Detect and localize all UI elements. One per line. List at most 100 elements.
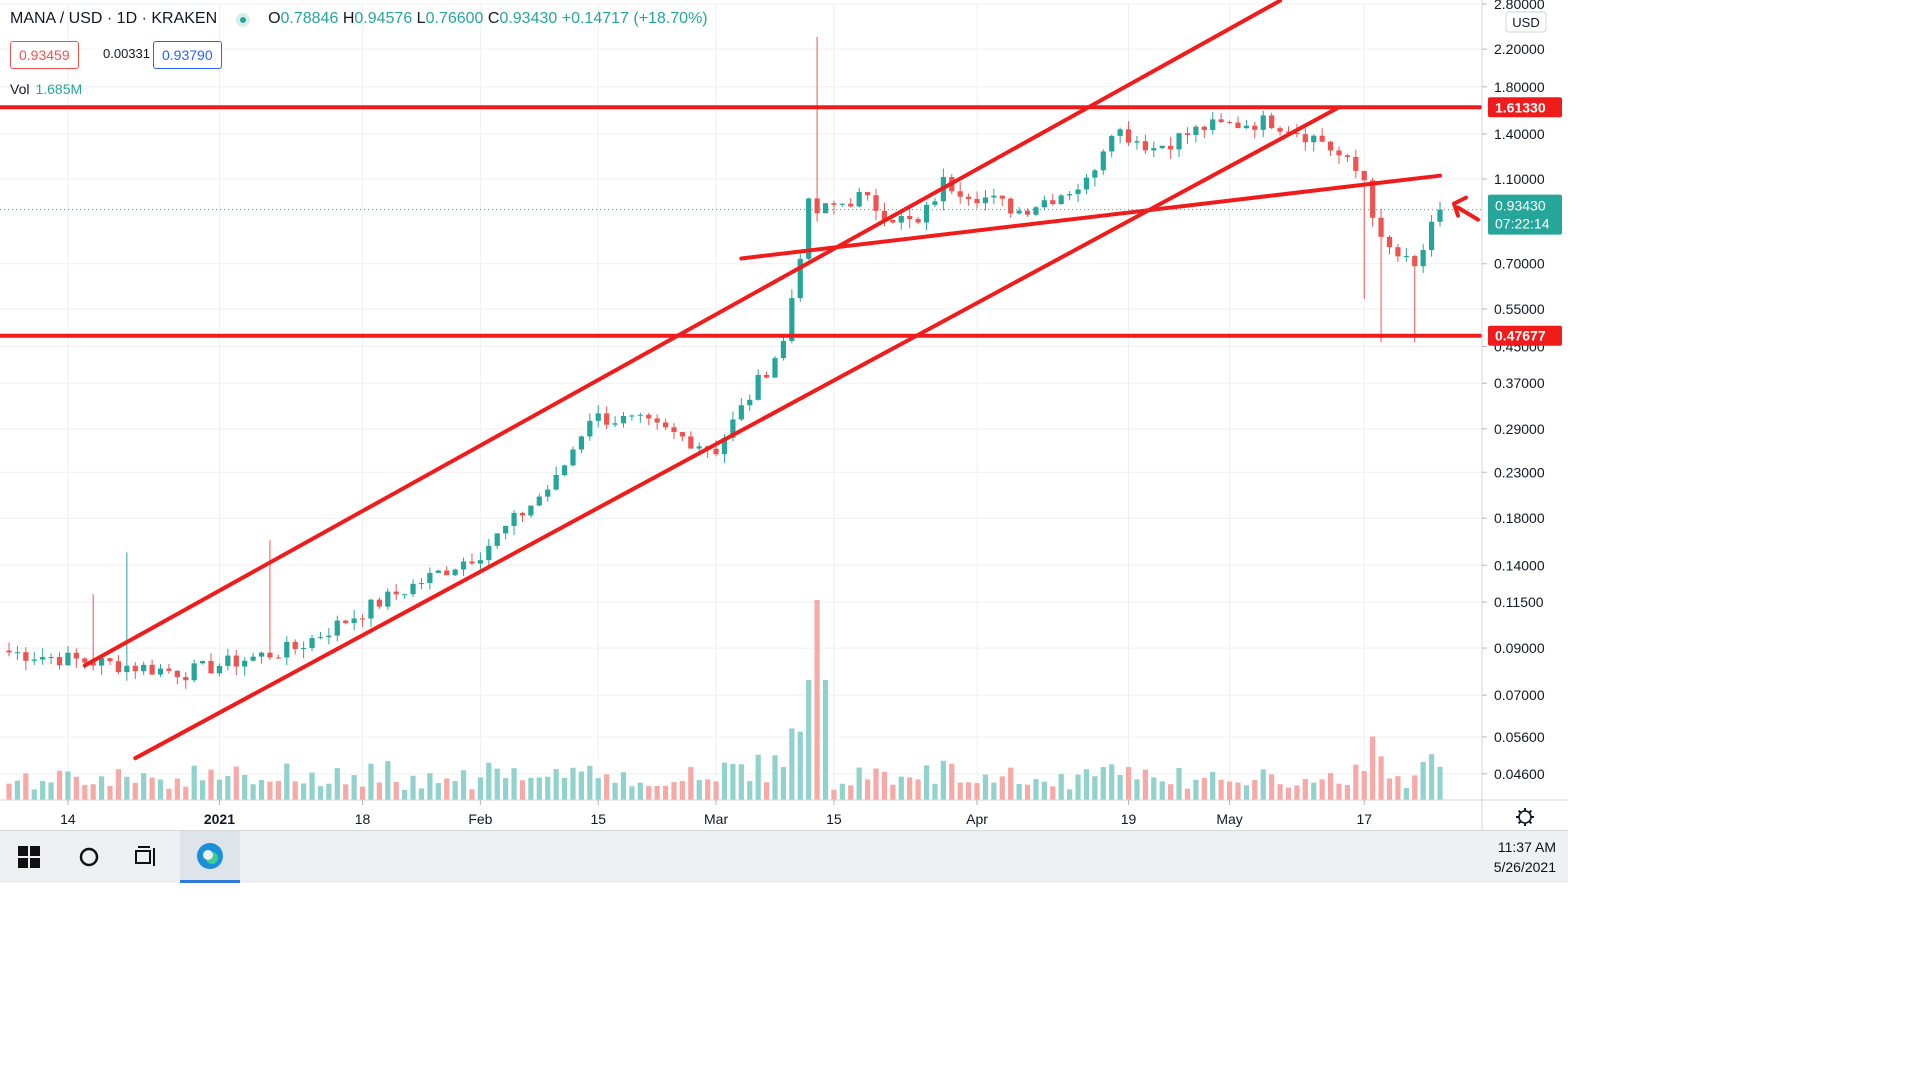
candle <box>780 335 787 361</box>
windows-start-icon[interactable] <box>8 831 50 883</box>
candle-body <box>763 374 770 378</box>
settings-gear-icon[interactable] <box>1516 808 1534 826</box>
candle <box>1319 128 1325 143</box>
sell-price-button[interactable]: 0.93459 <box>10 41 79 69</box>
buy-price-button[interactable]: 0.93790 <box>153 41 222 69</box>
volume-bar <box>208 769 214 800</box>
price-tick-label: 0.18000 <box>1494 510 1545 526</box>
candle <box>14 645 21 660</box>
candle <box>191 659 197 683</box>
volume-bar <box>334 768 340 800</box>
chart-area[interactable]: 14 2021 18 Feb 15 Mar 15 Apr 19 May 17 2.80000 2.20… <box>0 0 1568 830</box>
candle <box>1378 208 1384 343</box>
candle <box>376 597 382 609</box>
candle <box>1361 170 1367 299</box>
candle-body <box>907 216 913 220</box>
volume-bar <box>191 765 197 800</box>
candle <box>1344 153 1351 162</box>
candle-body <box>662 422 669 428</box>
price-tick-label: 0.55000 <box>1494 301 1545 317</box>
candle <box>1277 126 1283 136</box>
volume-bar <box>1193 779 1199 800</box>
candle <box>528 505 534 518</box>
candle-body <box>1353 156 1359 171</box>
candle-body <box>713 448 719 455</box>
candle <box>1008 197 1014 218</box>
candle <box>1050 193 1056 206</box>
volume-bar <box>1210 771 1216 800</box>
candle-body <box>107 658 113 662</box>
volume-bar <box>242 774 248 800</box>
trend-line <box>133 105 1341 761</box>
volume-bar <box>1134 779 1140 800</box>
candle <box>873 188 879 220</box>
candle-body <box>427 572 433 584</box>
candle-body <box>351 618 357 624</box>
spread-value: 0.00331 <box>95 41 158 67</box>
volume-bar <box>780 767 787 800</box>
change-value: +0.14717 (+18.70%) <box>561 10 708 27</box>
candle <box>326 628 332 645</box>
gear-tooth <box>1517 820 1522 825</box>
search-circle-icon[interactable] <box>68 831 110 883</box>
candle-body <box>1428 221 1435 251</box>
candle-body <box>696 446 702 449</box>
candle <box>822 203 829 214</box>
candle-body <box>1151 148 1157 151</box>
candle-body <box>275 657 281 659</box>
candle <box>1395 243 1401 262</box>
candle-body <box>1243 125 1250 129</box>
volume-bar <box>1125 767 1132 800</box>
edge-browser-icon[interactable] <box>180 831 240 883</box>
volume-bar <box>1395 776 1401 800</box>
candle-body <box>1252 125 1258 130</box>
time-tick-label: 17 <box>1356 811 1372 827</box>
system-clock[interactable]: 11:37 AM 5/26/2021 <box>1494 837 1556 877</box>
clock-time: 11:37 AM <box>1497 839 1556 855</box>
candle-body <box>1075 189 1081 195</box>
volume-bar <box>763 782 770 800</box>
task-view-icon[interactable] <box>126 831 168 883</box>
candle <box>250 652 256 662</box>
candle <box>56 652 63 670</box>
candle <box>149 659 155 676</box>
candle <box>839 203 845 207</box>
candle-body <box>157 668 164 675</box>
volume-bar <box>359 786 366 800</box>
volume-bar <box>1058 773 1064 800</box>
candle-body <box>1269 115 1275 129</box>
volume-bar <box>545 776 551 800</box>
time-tick-label: May <box>1216 811 1242 827</box>
volume-bar <box>1033 779 1039 800</box>
candle-body <box>6 650 12 653</box>
candle-body <box>309 638 315 649</box>
volume-bar <box>444 778 450 800</box>
candle <box>1336 146 1342 165</box>
candle-body <box>915 219 921 223</box>
volume-bar <box>528 777 534 800</box>
candle <box>334 615 340 642</box>
candle <box>351 610 357 631</box>
price-chart[interactable]: 14 2021 18 Feb 15 Mar 15 Apr 19 May 17 2.80000 2.20… <box>0 0 1568 830</box>
price-tick-label: 0.29000 <box>1494 421 1545 437</box>
volume-bar <box>806 680 812 800</box>
volume-bar <box>1437 766 1443 800</box>
candle <box>679 431 686 442</box>
volume-bar <box>149 777 155 800</box>
symbol-title[interactable]: MANA / USD · 1D · KRAKEN <box>10 10 218 27</box>
gear-tooth <box>1528 809 1533 814</box>
candle-body <box>208 660 214 674</box>
candle <box>199 660 206 665</box>
volume-bar <box>578 771 585 800</box>
volume-bar <box>1243 785 1250 800</box>
candle-body <box>477 560 483 564</box>
candle-body <box>974 199 980 204</box>
volume-bar <box>1403 788 1409 800</box>
volume-bar <box>966 782 972 800</box>
close-label: C <box>487 10 500 27</box>
candle <box>1218 113 1224 123</box>
candle <box>1016 207 1022 215</box>
time-tick-label: 19 <box>1121 811 1137 827</box>
candle-body <box>65 652 71 666</box>
candle-body <box>393 591 399 595</box>
